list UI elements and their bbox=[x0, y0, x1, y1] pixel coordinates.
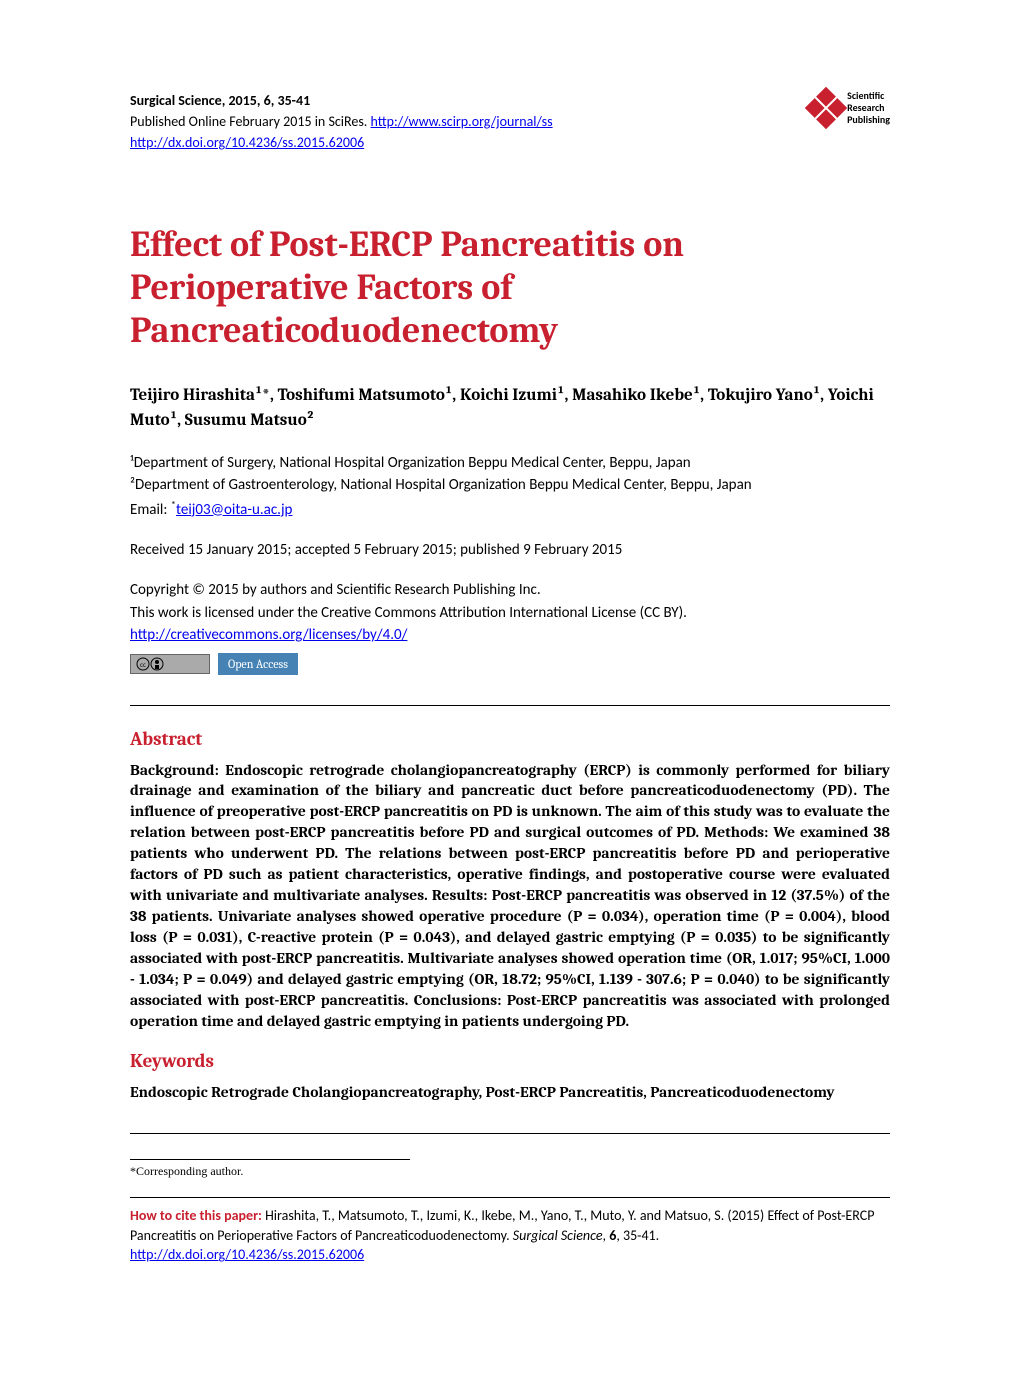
affiliations: ¹Department of Surgery, National Hospita… bbox=[130, 452, 890, 522]
citation-doi-link[interactable]: http://dx.doi.org/10.4236/ss.2015.62006 bbox=[130, 1246, 364, 1263]
journal-url-link[interactable]: http://www.scirp.org/journal/ss bbox=[371, 113, 553, 130]
email-line: Email: *teij03@oita-u.ac.jp bbox=[130, 497, 890, 522]
header: Surgical Science, 2015, 6, 35-41 Publish… bbox=[130, 90, 890, 153]
copyright-line2: This work is licensed under the Creative… bbox=[130, 602, 890, 625]
keywords-text: Endoscopic Retrograde Cholangiopancreato… bbox=[130, 1082, 890, 1104]
header-meta: Surgical Science, 2015, 6, 35-41 Publish… bbox=[130, 90, 553, 153]
license-badges: cc Open Access bbox=[130, 653, 890, 675]
citation-box: How to cite this paper: Hirashita, T., M… bbox=[130, 1206, 890, 1265]
affiliation-2: ²Department of Gastroenterology, Nationa… bbox=[130, 474, 890, 497]
author-email-link[interactable]: teij03@oita-u.ac.jp bbox=[176, 501, 292, 519]
affiliation-1: ¹Department of Surgery, National Hospita… bbox=[130, 452, 890, 475]
cc-license-link[interactable]: http://creativecommons.org/licenses/by/4… bbox=[130, 626, 407, 644]
article-dates: Received 15 January 2015; accepted 5 Feb… bbox=[130, 541, 890, 559]
keywords-heading: Keywords bbox=[130, 1050, 890, 1072]
journal-info: Surgical Science, 2015, 6, 35-41 bbox=[130, 90, 553, 111]
doi-line: http://dx.doi.org/10.4236/ss.2015.62006 bbox=[130, 132, 553, 153]
footnote-rule bbox=[130, 1159, 410, 1160]
divider-bottom bbox=[130, 1133, 890, 1134]
copyright-line1: Copyright © 2015 by authors and Scientif… bbox=[130, 579, 890, 602]
logo-diamonds-icon bbox=[805, 87, 847, 129]
citation-label: How to cite this paper: bbox=[130, 1207, 265, 1224]
publisher-name: Scientific Research Publishing bbox=[847, 90, 890, 126]
copyright-block: Copyright © 2015 by authors and Scientif… bbox=[130, 579, 890, 675]
cc-by-badge-icon: cc bbox=[130, 654, 210, 674]
open-access-badge: Open Access bbox=[218, 653, 298, 675]
svg-text:cc: cc bbox=[140, 660, 146, 669]
article-title: Effect of Post-ERCP Pancreatitis on Peri… bbox=[130, 223, 890, 353]
publisher-logo: Scientific Research Publishing bbox=[811, 90, 890, 126]
abstract-heading: Abstract bbox=[130, 728, 890, 750]
doi-link[interactable]: http://dx.doi.org/10.4236/ss.2015.62006 bbox=[130, 134, 364, 151]
citation-rule bbox=[130, 1197, 890, 1198]
citation-journal: Surgical Science bbox=[513, 1227, 603, 1244]
authors-list: Teijiro Hirashita¹*, Toshifumi Matsumoto… bbox=[130, 383, 890, 434]
divider-top bbox=[130, 705, 890, 706]
abstract-text: Background: Endoscopic retrograde cholan… bbox=[130, 760, 890, 1032]
corresponding-author-footnote: *Corresponding author. bbox=[130, 1164, 890, 1179]
published-line: Published Online February 2015 in SciRes… bbox=[130, 111, 553, 132]
